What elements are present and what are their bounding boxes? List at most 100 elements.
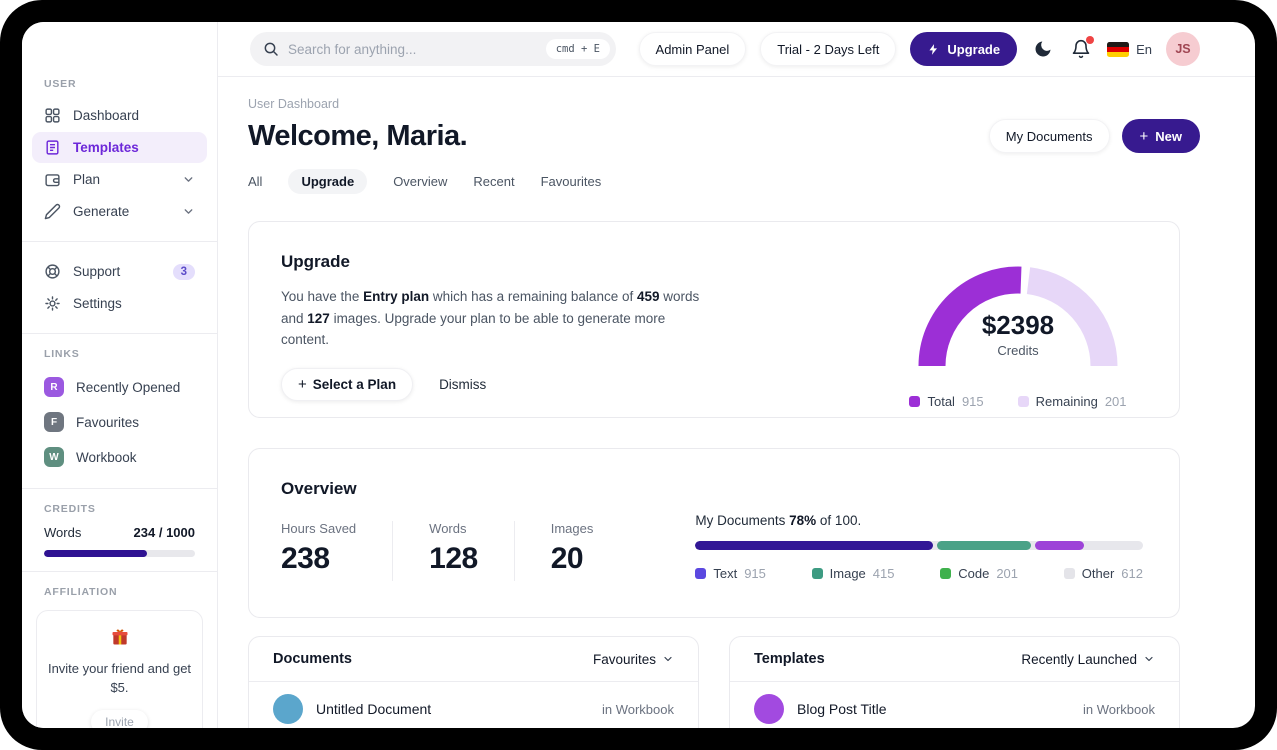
document-title: Untitled Document — [316, 701, 432, 717]
sidebar-item-label: Generate — [73, 204, 130, 219]
sidebar-item-label: Support — [73, 264, 121, 279]
bar-segment-text — [695, 541, 933, 550]
sidebar-item-label: Templates — [73, 140, 139, 155]
stat-hours-saved: Hours Saved 238 — [281, 521, 394, 581]
affiliation-card: Invite your friend and get $5. Invite — [36, 610, 203, 728]
lightning-bolt-icon — [929, 43, 938, 55]
legend-item-text: Text 915 — [695, 566, 766, 581]
legend-swatch — [695, 568, 707, 579]
bell-icon — [1072, 39, 1090, 59]
settings-gear-icon — [45, 296, 60, 311]
user-avatar[interactable]: JS — [1166, 32, 1200, 66]
tab-favourites[interactable]: Favourites — [540, 174, 602, 189]
generate-pencil-icon — [44, 203, 61, 220]
language-code: En — [1136, 41, 1152, 57]
sidebar-item-label: Plan — [73, 172, 101, 187]
content: User Dashboard Welcome, Maria. My Docume… — [218, 77, 1255, 728]
documents-filter-dropdown[interactable]: Favourites — [593, 652, 674, 667]
plus-icon: + — [1139, 127, 1149, 145]
template-title: Blog Post Title — [797, 701, 887, 717]
link-initial-badge: W — [44, 447, 64, 467]
new-button[interactable]: + New — [1121, 119, 1200, 153]
chevron-down-icon — [184, 177, 193, 182]
sidebar-item-label: Workbook — [76, 449, 137, 465]
sidebar-item-generate[interactable]: Generate — [32, 196, 207, 227]
stacked-progress-bar — [695, 541, 1143, 550]
sidebar-section-credits: CREDITS — [44, 503, 96, 515]
documents-card: Documents Favourites Untitled Document i… — [248, 636, 699, 728]
document-location: in Workbook — [601, 701, 674, 717]
invite-button[interactable]: Invite — [91, 709, 148, 728]
legend-item-image: Image 415 — [811, 566, 895, 581]
sidebar-item-label: Dashboard — [73, 108, 140, 123]
select-plan-label: Select a Plan — [312, 376, 397, 392]
search-icon — [264, 42, 278, 56]
keyboard-shortcut-badge: cmd + E — [545, 39, 610, 59]
topbar: cmd + E Admin Panel Trial - 2 Days Left … — [218, 22, 1255, 77]
link-initial-badge: F — [44, 412, 64, 432]
gift-icon — [112, 629, 127, 645]
credits-label: Words — [44, 525, 82, 540]
german-flag-icon — [1107, 41, 1130, 57]
legend-swatch — [909, 396, 921, 407]
language-selector[interactable]: En — [1107, 41, 1152, 57]
sidebar-item-plan[interactable]: Plan — [32, 164, 207, 195]
legend-swatch — [1063, 568, 1075, 579]
template-list-item[interactable]: Blog Post Title in Workbook — [730, 682, 1179, 728]
notifications-button[interactable] — [1069, 36, 1095, 61]
dashboard-icon — [45, 108, 60, 123]
dismiss-button[interactable]: Dismiss — [439, 376, 487, 392]
sidebar-item-dashboard[interactable]: Dashboard — [32, 100, 207, 131]
templates-icon — [46, 140, 59, 155]
credits-gauge-chart: $2398 Credits — [907, 252, 1129, 380]
my-documents-button[interactable]: My Documents — [988, 119, 1110, 153]
admin-panel-button[interactable]: Admin Panel — [638, 32, 747, 66]
legend-swatch — [811, 568, 823, 579]
gauge-arcs — [918, 266, 1118, 367]
tab-upgrade[interactable]: Upgrade — [288, 169, 368, 194]
sidebar-section-user: USER — [44, 78, 77, 90]
sidebar-section-links: LINKS — [44, 348, 80, 360]
overview-card-title: Overview — [281, 479, 357, 498]
search-input[interactable] — [288, 41, 537, 57]
stat-words: Words 128 — [429, 521, 515, 581]
upgrade-card: Upgrade You have the Entry plan which ha… — [248, 221, 1180, 418]
sidebar-item-settings[interactable]: Settings — [32, 288, 207, 319]
select-plan-button[interactable]: + Select a Plan — [281, 367, 414, 401]
tab-recent[interactable]: Recent — [473, 174, 515, 189]
moon-icon — [1035, 41, 1051, 57]
divider — [22, 488, 217, 489]
sidebar-item-support[interactable]: Support 3 — [32, 256, 207, 287]
gauge-legend: Total 915 Remaining 201 — [909, 394, 1127, 409]
credits-value: 234 / 1000 — [133, 525, 195, 540]
new-button-label: New — [1155, 128, 1182, 144]
upgrade-button-label: Upgrade — [947, 41, 1001, 57]
sidebar-item-label: Settings — [73, 296, 122, 311]
breadcrumb: User Dashboard — [248, 97, 340, 111]
tab-overview[interactable]: Overview — [393, 174, 448, 189]
plan-wallet-icon — [45, 174, 60, 187]
chevron-down-icon — [184, 209, 193, 214]
sidebar-link-workbook[interactable]: W Workbook — [32, 440, 207, 474]
tab-all[interactable]: All — [248, 174, 263, 189]
search-bar[interactable]: cmd + E — [250, 32, 616, 66]
trial-status-button[interactable]: Trial - 2 Days Left — [760, 32, 897, 66]
dark-mode-toggle[interactable] — [1031, 37, 1055, 61]
sidebar-item-templates[interactable]: Templates — [32, 132, 207, 163]
upgrade-card-title: Upgrade — [281, 252, 350, 271]
legend-item-code: Code 201 — [940, 566, 1018, 581]
template-location: in Workbook — [1082, 701, 1155, 717]
support-lifebuoy-icon — [45, 264, 60, 279]
bar-segment-code — [1034, 541, 1084, 550]
sidebar-link-favourites[interactable]: F Favourites — [32, 405, 207, 439]
document-list-item[interactable]: Untitled Document in Workbook — [249, 682, 698, 728]
templates-filter-dropdown[interactable]: Recently Launched — [1021, 652, 1155, 667]
documents-card-title: Documents — [273, 651, 352, 667]
credits-progress-track — [44, 550, 195, 557]
document-avatar — [273, 694, 303, 724]
app-window: USER Dashboard Templates Plan Generate — [22, 22, 1255, 728]
sidebar-link-recently-opened[interactable]: R Recently Opened — [32, 370, 207, 404]
page-title: Welcome, Maria. — [248, 119, 468, 152]
upgrade-button[interactable]: Upgrade — [910, 32, 1018, 66]
